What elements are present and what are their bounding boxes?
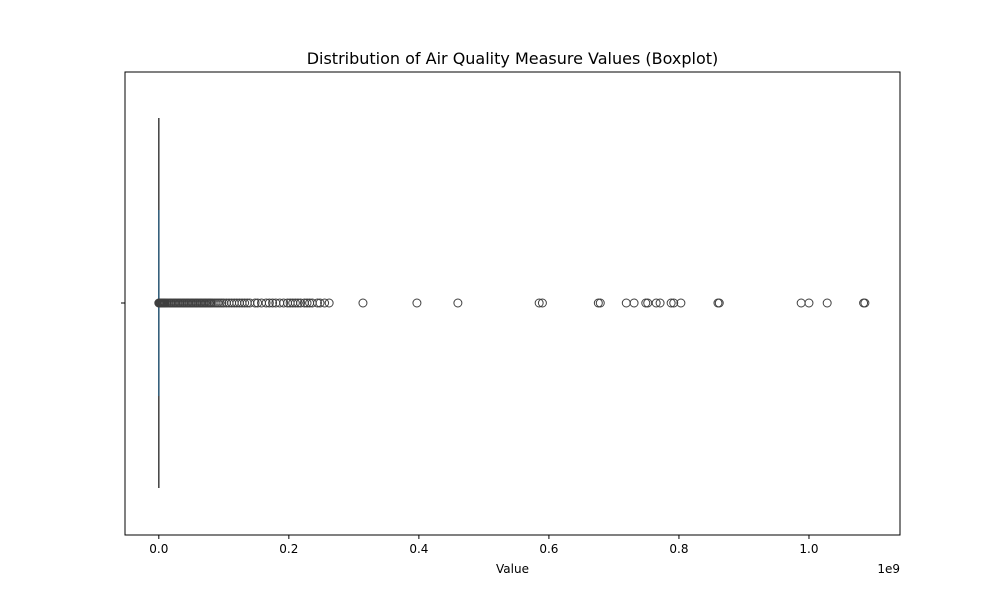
outlier-point <box>315 298 325 308</box>
x-tick-label: 0.0 <box>149 542 168 556</box>
outlier-point <box>293 298 303 308</box>
outlier-point <box>302 298 312 308</box>
outlier-point <box>593 298 603 308</box>
outlier-point <box>324 298 334 308</box>
outlier-point <box>290 298 300 308</box>
outlier-point <box>412 298 422 308</box>
outlier-point <box>666 298 676 308</box>
outlier-point <box>804 298 814 308</box>
outlier-point <box>240 298 250 308</box>
outlier-point <box>714 298 724 308</box>
outlier-point <box>261 298 271 308</box>
outlier-point <box>268 298 278 308</box>
outlier-point <box>537 298 547 308</box>
x-axis-label: Value <box>496 562 529 576</box>
outlier-point <box>629 298 639 308</box>
outlier-point <box>264 298 274 308</box>
outlier-point <box>534 298 544 308</box>
outlier-point <box>641 298 651 308</box>
outlier-point <box>822 298 832 308</box>
x-tick-label: 0.6 <box>539 542 558 556</box>
outlier-point <box>320 298 330 308</box>
x-tick-label: 1.0 <box>799 542 818 556</box>
outlier-point <box>358 298 368 308</box>
outlier-point <box>250 298 260 308</box>
x-tick-label: 0.8 <box>669 542 688 556</box>
outlier-point <box>676 298 686 308</box>
x-tick-label: 0.4 <box>409 542 428 556</box>
outlier-point <box>860 298 870 308</box>
x-tick-label: 0.2 <box>279 542 298 556</box>
chart-title: Distribution of Air Quality Measure Valu… <box>307 49 719 68</box>
outlier-point <box>621 298 631 308</box>
x-axis: 0.0 0.2 0.4 0.6 0.8 1.0 <box>149 535 819 556</box>
outlier-point <box>279 298 289 308</box>
outlier-point <box>796 298 806 308</box>
x-scale-label: 1e9 <box>877 562 900 576</box>
plot-layer <box>154 118 870 488</box>
outlier-point <box>655 298 665 308</box>
outlier-point <box>643 298 653 308</box>
outlier-point <box>595 298 605 308</box>
outlier-point <box>669 298 679 308</box>
outlier-point <box>296 298 306 308</box>
outlier-point <box>651 298 661 308</box>
outlier-point <box>453 298 463 308</box>
outlier-point <box>312 298 322 308</box>
